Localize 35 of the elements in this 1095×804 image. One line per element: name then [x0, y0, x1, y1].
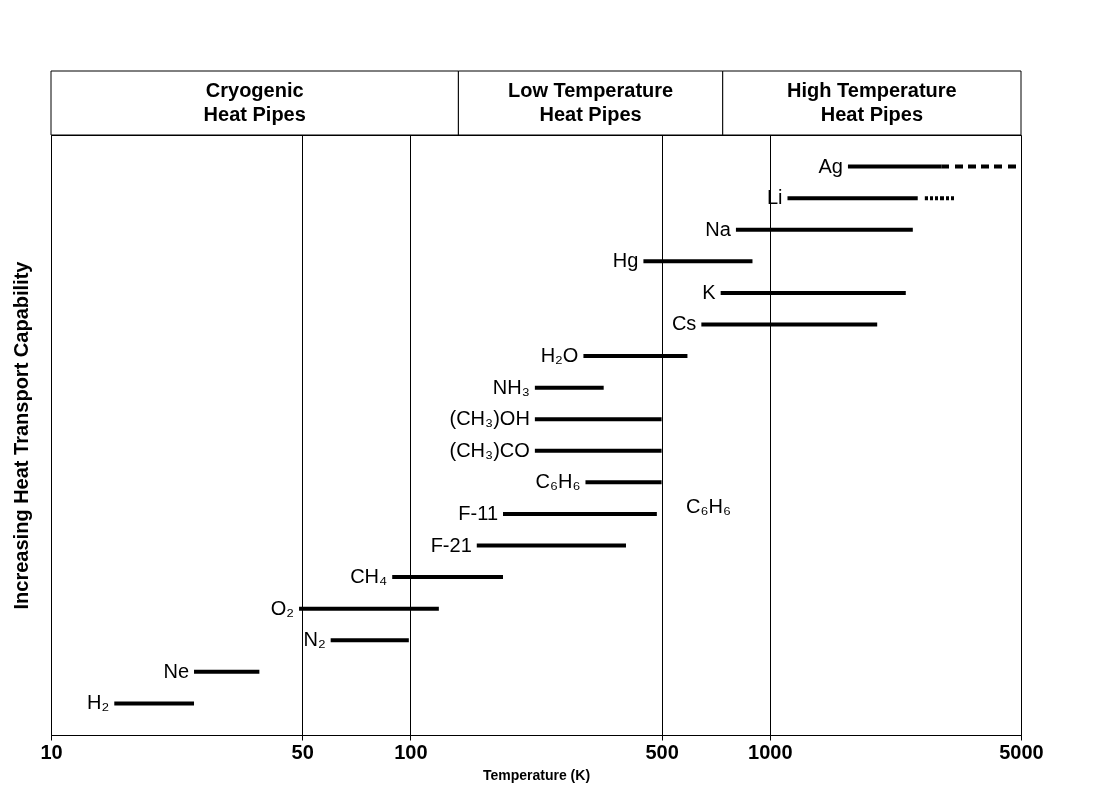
bar [476, 543, 626, 548]
y-tick-label: NH₃ [492, 375, 530, 398]
bar [534, 385, 604, 390]
x-tick-label: 5000 [999, 740, 1044, 763]
y-tick-label: O₂ [270, 596, 295, 619]
y-tick-label: Ne [163, 659, 190, 682]
y-tick-label: Ag [818, 154, 843, 177]
x-tick-label: 100 [394, 740, 428, 763]
y-tick-label: (CH₃)CO [449, 438, 530, 461]
bar [503, 511, 657, 516]
text: Low Temperature Heat Pipes [507, 79, 674, 125]
y-tick-label: F-11 [458, 501, 499, 524]
x-axis-title: Temperature (K) [482, 766, 591, 783]
y-tick-label: Hg [612, 249, 639, 272]
y-tick-label: F-21 [430, 533, 472, 556]
y-tick-label: Na [705, 217, 732, 240]
x-tick-label: 1000 [748, 740, 793, 763]
y-tick-label: Cs [671, 312, 697, 335]
x-tick-label: 10 [40, 740, 63, 763]
y-axis-title: Increasing Heat Transport Capability [9, 260, 32, 610]
bar [114, 701, 195, 706]
bar [194, 669, 260, 674]
text: Cryogenic Heat Pipes [203, 79, 306, 125]
bar [847, 164, 942, 169]
text: High Temperature Heat Pipes [787, 79, 957, 125]
bar [787, 196, 918, 201]
y-tick-label: (CH₃)OH [449, 407, 530, 430]
bar [924, 196, 957, 201]
y-tick-label: K [702, 280, 717, 303]
y-tick-label: H₂O [540, 344, 579, 367]
x-tick-label: 50 [291, 740, 314, 763]
y-tick-label: N₂ [303, 628, 326, 651]
x-tick-label: 500 [645, 740, 679, 763]
y-tick-label: CH₄ [350, 565, 388, 588]
y-tick-label: H₂ [87, 691, 110, 714]
